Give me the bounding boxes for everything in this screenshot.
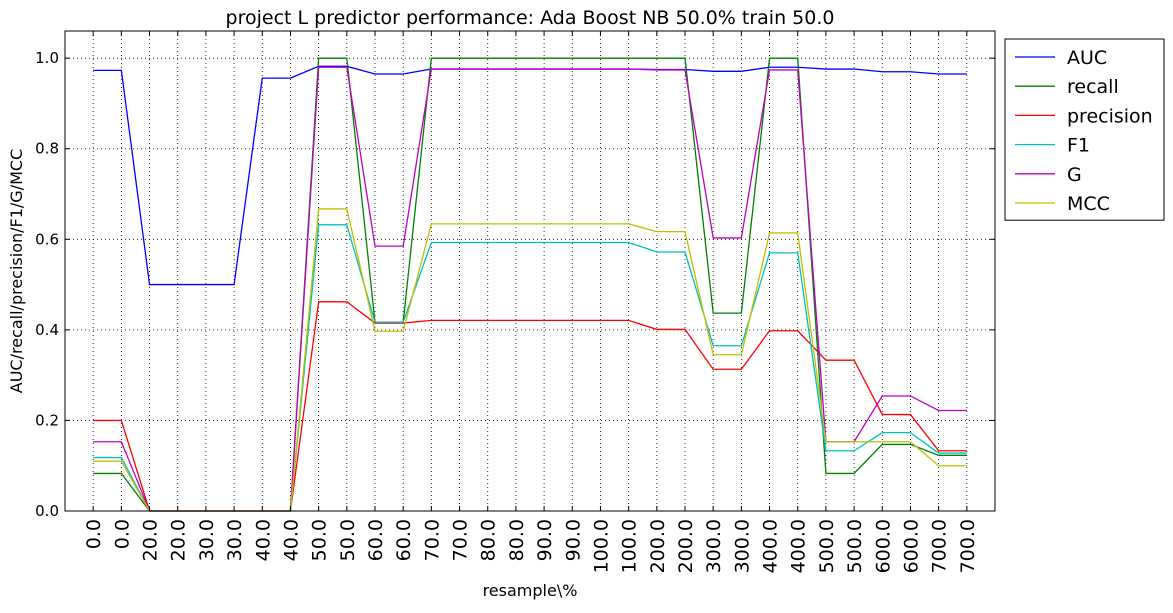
plot-area-frame bbox=[64, 30, 996, 512]
legend-box bbox=[1004, 38, 1165, 221]
x-tick-label: 300.0 bbox=[731, 519, 753, 573]
x-tick-label: 80.0 bbox=[478, 519, 500, 561]
x-tick-label: 400.0 bbox=[788, 519, 810, 573]
x-tick-label: 50.0 bbox=[337, 519, 359, 561]
x-tick-label: 30.0 bbox=[224, 519, 246, 561]
x-tick-label: 700.0 bbox=[929, 519, 951, 573]
x-tick-label: 0.0 bbox=[83, 519, 105, 549]
legend-label: MCC bbox=[1067, 193, 1110, 215]
y-tick-label: 0.2 bbox=[35, 411, 59, 429]
legend-label: recall bbox=[1067, 76, 1119, 98]
legend-label: precision bbox=[1067, 105, 1153, 127]
x-tick-label: 400.0 bbox=[760, 519, 782, 573]
x-axis-label: resample\% bbox=[483, 581, 578, 600]
x-tick-label: 30.0 bbox=[196, 519, 218, 561]
x-tick-label: 200.0 bbox=[647, 519, 669, 573]
axis-ticks: 0.0 0.0 20.0 20.0 30.0 30.0 40.0 40.0 50.0 50.0 60… bbox=[35, 31, 995, 573]
y-tick-label: 0.6 bbox=[35, 230, 59, 248]
x-tick-label: 20.0 bbox=[168, 519, 190, 561]
y-tick-label: 1.0 bbox=[35, 49, 59, 67]
x-tick-label: 40.0 bbox=[280, 519, 302, 561]
legend-label: G bbox=[1067, 164, 1082, 186]
y-tick-label: 0.0 bbox=[35, 502, 59, 520]
legend-label: AUC bbox=[1067, 47, 1107, 69]
legend: AUC recall precision F1 G MCC bbox=[1004, 38, 1165, 221]
x-tick-label: 80.0 bbox=[506, 519, 528, 561]
x-tick-label: 90.0 bbox=[562, 519, 584, 561]
x-tick-label: 500.0 bbox=[844, 519, 866, 573]
y-tick-label: 0.4 bbox=[35, 321, 59, 339]
x-tick-label: 500.0 bbox=[816, 519, 838, 573]
chart-title: project L predictor performance: Ada Boo… bbox=[226, 7, 835, 29]
x-tick-label: 600.0 bbox=[872, 519, 894, 573]
x-tick-label: 200.0 bbox=[675, 519, 697, 573]
x-tick-label: 50.0 bbox=[309, 519, 331, 561]
x-tick-label: 100.0 bbox=[590, 519, 612, 573]
x-tick-label: 600.0 bbox=[900, 519, 922, 573]
x-tick-label: 40.0 bbox=[252, 519, 274, 561]
x-tick-label: 70.0 bbox=[450, 519, 472, 561]
grid-lines bbox=[65, 31, 995, 512]
x-tick-label: 70.0 bbox=[421, 519, 443, 561]
legend-label: F1 bbox=[1067, 135, 1090, 157]
x-tick-label: 300.0 bbox=[703, 519, 725, 573]
x-tick-label: 700.0 bbox=[957, 519, 979, 573]
x-tick-label: 100.0 bbox=[619, 519, 641, 573]
x-tick-label: 0.0 bbox=[111, 519, 133, 549]
x-tick-label: 60.0 bbox=[365, 519, 387, 561]
x-tick-label: 90.0 bbox=[534, 519, 556, 561]
x-tick-label: 20.0 bbox=[140, 519, 162, 561]
y-axis-label: AUC/recall/precision/F1/G/MCC bbox=[7, 149, 26, 393]
x-tick-label: 60.0 bbox=[393, 519, 415, 561]
y-tick-label: 0.8 bbox=[35, 140, 59, 158]
